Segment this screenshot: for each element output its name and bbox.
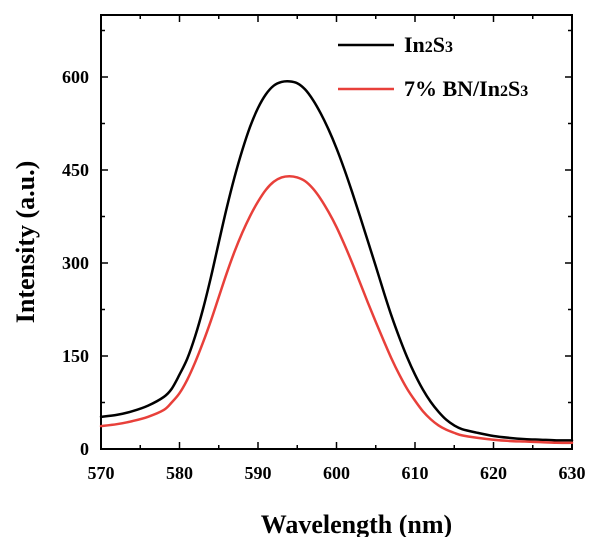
x-axis-ticks: 570 580 590 600 610 620 630 <box>88 15 586 483</box>
x-axis-title: Wavelength (nm) <box>261 510 452 537</box>
x-tick-label: 600 <box>323 463 350 483</box>
x-tick-label: 570 <box>88 463 115 483</box>
y-tick-label: 0 <box>80 439 89 459</box>
series-line-2 <box>99 174 574 445</box>
legend-label-1: In2S3 <box>404 32 453 57</box>
y-tick-label: 450 <box>62 160 89 180</box>
x-tick-label: 620 <box>480 463 507 483</box>
series-layer <box>99 79 574 445</box>
x-tick-label: 610 <box>402 463 429 483</box>
x-tick-label: 580 <box>166 463 193 483</box>
x-tick-label: 630 <box>559 463 586 483</box>
series-line-1 <box>99 79 574 442</box>
y-tick-label: 300 <box>62 253 89 273</box>
plot-frame <box>100 14 573 450</box>
legend: In2S3 7% BN/In2S3 <box>338 32 528 101</box>
y-tick-label: 600 <box>62 67 89 87</box>
y-tick-label: 150 <box>62 346 89 366</box>
legend-label-2: 7% BN/In2S3 <box>404 76 528 101</box>
x-tick-label: 590 <box>245 463 272 483</box>
y-axis-ticks: 0 150 300 450 600 <box>62 29 572 459</box>
y-axis-title: Intensity (a.u.) <box>11 161 40 324</box>
